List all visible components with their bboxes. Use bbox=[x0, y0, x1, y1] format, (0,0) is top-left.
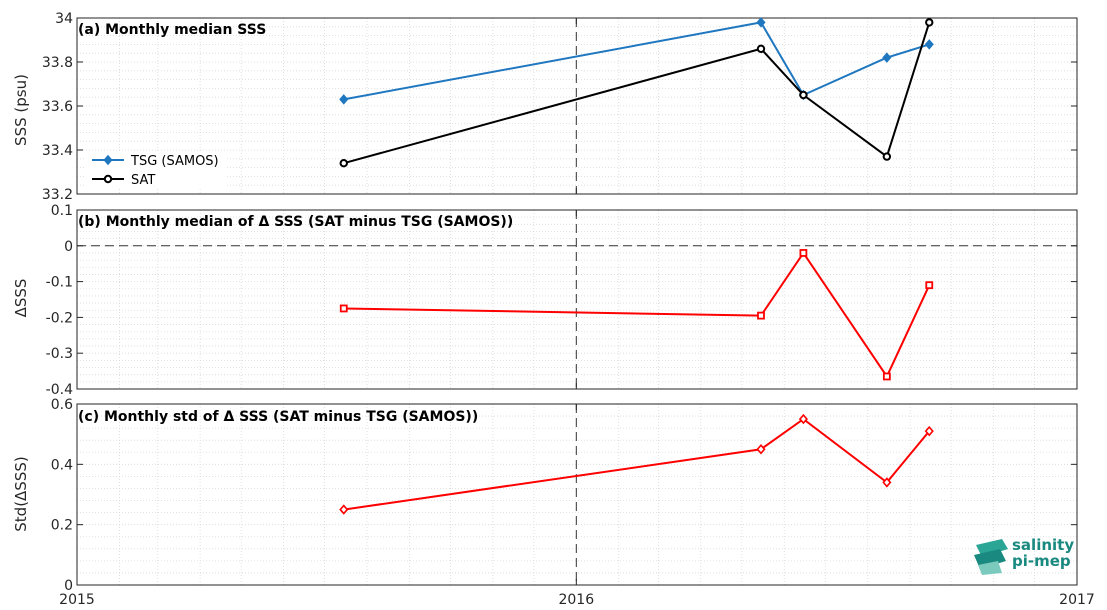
logo-line1: salinity bbox=[1012, 536, 1075, 554]
panel-b-median-delta-sss: ΔSSS -0.4 -0.3 -0.2 -0.1 0 0.1 (b) Monthly med… bbox=[12, 203, 1078, 398]
y-tick-label: 0.1 bbox=[51, 203, 73, 219]
legend: TSG (SAMOS) SAT bbox=[86, 151, 226, 189]
logo-line2: pi-mep bbox=[1012, 552, 1071, 570]
data-point-diamond bbox=[882, 52, 892, 63]
panel-c-ylabel: Std(ΔSSS) bbox=[12, 456, 30, 531]
y-tick-label: 0.4 bbox=[51, 457, 73, 473]
data-point-circle bbox=[756, 44, 766, 53]
legend-tsg-label: TSG (SAMOS) bbox=[130, 154, 219, 169]
salinity-pi-mep-logo: salinity pi-mep bbox=[970, 533, 1080, 581]
y-tick-label: 33.4 bbox=[42, 143, 73, 159]
y-tick-label: 0 bbox=[64, 578, 73, 594]
panel-a-ylabel: SSS (psu) bbox=[12, 74, 30, 146]
logo-mark-icon bbox=[974, 539, 1008, 575]
data-point-diamond bbox=[924, 39, 934, 50]
data-point-diamond bbox=[339, 504, 349, 515]
data-point-square bbox=[757, 311, 765, 320]
panel-frame bbox=[76, 209, 1078, 390]
y-tick-label: -0.2 bbox=[46, 310, 73, 326]
y-tick-label: 0.2 bbox=[51, 518, 73, 534]
data-point-square bbox=[925, 281, 934, 290]
y-tick-label: 0 bbox=[64, 239, 73, 255]
panel-grid bbox=[77, 18, 1077, 194]
panel-b-ylabel: ΔSSS bbox=[12, 279, 30, 318]
data-point-diamond bbox=[924, 425, 934, 437]
data-point-circle bbox=[103, 174, 113, 184]
data-point-circle bbox=[882, 152, 892, 161]
panel-a-title: (a) Monthly median SSS bbox=[78, 22, 266, 38]
data-point-square bbox=[339, 304, 348, 313]
x-tick-label: 2016 bbox=[558, 592, 594, 608]
x-tick-label: 2017 bbox=[1059, 592, 1095, 608]
panel-c-title: (c) Monthly std of Δ SSS (SAT minus TSG … bbox=[78, 409, 478, 425]
panel-background bbox=[77, 210, 1077, 389]
y-tick-label: -0.4 bbox=[46, 382, 73, 398]
data-point-square bbox=[799, 249, 808, 257]
data-point-square bbox=[882, 372, 891, 381]
y-tick-label: 33.6 bbox=[42, 99, 73, 115]
y-tick-label: 34 bbox=[55, 11, 73, 27]
y-tick-label: -0.1 bbox=[46, 275, 73, 291]
y-tick-label: 0.6 bbox=[51, 397, 73, 413]
data-point-diamond bbox=[756, 444, 766, 455]
legend-sat-label: SAT bbox=[131, 173, 155, 188]
data-point-circle bbox=[925, 18, 934, 27]
data-point-circle bbox=[339, 159, 348, 168]
panel-frame bbox=[76, 403, 1078, 586]
y-tick-label: -0.3 bbox=[46, 346, 73, 362]
data-point-diamond bbox=[103, 154, 113, 166]
y-tick-label: 33.8 bbox=[42, 55, 73, 71]
x-tick-label: 2015 bbox=[59, 592, 95, 608]
data-point-circle bbox=[799, 90, 808, 100]
panel-b-title: (b) Monthly median of Δ SSS (SAT minus T… bbox=[78, 214, 513, 230]
y-tick-label: 33.2 bbox=[42, 187, 73, 203]
data-point-diamond bbox=[756, 17, 766, 28]
data-point-diamond bbox=[339, 94, 349, 105]
data-point-diamond bbox=[798, 413, 808, 425]
data-point-diamond bbox=[882, 477, 892, 488]
panel-a-monthly-median-sss: SSS (psu) 33.2 33.4 33.6 33.8 34 (a) Monthly … bbox=[12, 11, 1078, 203]
